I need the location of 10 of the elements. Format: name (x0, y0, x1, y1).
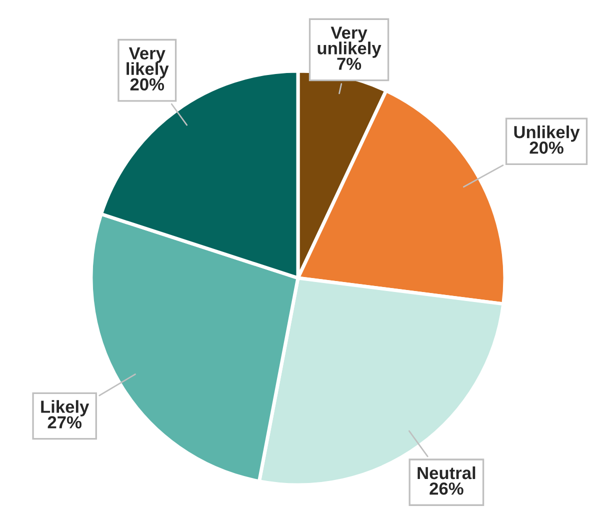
data-label: 26% (430, 482, 464, 495)
slice-label: Likely (41, 400, 90, 416)
slice-label: Very unlikely (318, 26, 382, 58)
data-label: 7% (337, 58, 362, 70)
data-label: 20% (130, 78, 164, 91)
slice-label: Neutral (418, 466, 476, 480)
slice-label: Very likely (126, 47, 169, 78)
data-label: 27% (48, 416, 82, 428)
data-label: 20% (530, 142, 564, 154)
slice-label: Unlikely (514, 126, 580, 142)
